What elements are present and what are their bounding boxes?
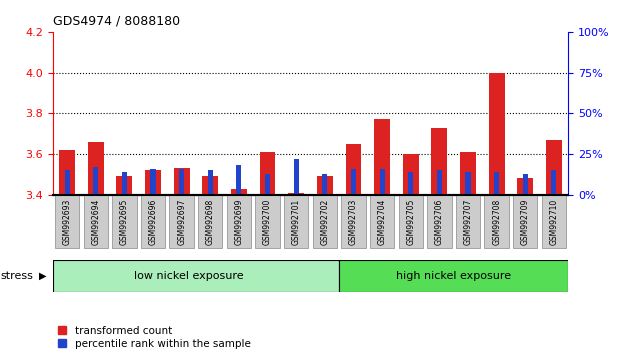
Bar [255, 195, 279, 248]
Text: stress: stress [1, 271, 34, 281]
Bar [345, 144, 361, 195]
Text: GSM992694: GSM992694 [91, 199, 100, 245]
Text: GSM992704: GSM992704 [378, 199, 387, 245]
Bar [150, 169, 156, 195]
Bar [523, 173, 528, 195]
Bar [408, 172, 414, 195]
Bar [322, 173, 327, 195]
Bar [55, 195, 79, 248]
Bar [179, 169, 184, 195]
Text: ▶: ▶ [39, 271, 47, 281]
Bar [317, 176, 333, 195]
Bar [93, 167, 98, 195]
Bar [231, 189, 247, 195]
Bar [170, 195, 194, 248]
Bar [265, 173, 270, 195]
Bar [202, 176, 218, 195]
Text: GSM992708: GSM992708 [492, 199, 501, 245]
Bar [59, 150, 75, 195]
Text: GSM992706: GSM992706 [435, 199, 444, 245]
Text: GSM992709: GSM992709 [521, 199, 530, 245]
Bar [379, 169, 384, 195]
Bar [513, 195, 537, 248]
Bar [432, 127, 447, 195]
Bar [437, 170, 442, 195]
Bar [284, 195, 309, 248]
Bar [339, 260, 568, 292]
Bar [65, 170, 70, 195]
Bar [484, 195, 509, 248]
Text: GSM992699: GSM992699 [234, 199, 243, 245]
Bar [288, 193, 304, 195]
Bar [517, 178, 533, 195]
Text: GSM992698: GSM992698 [206, 199, 215, 245]
Bar [117, 176, 132, 195]
Text: GSM992707: GSM992707 [463, 199, 473, 245]
Bar [551, 170, 556, 195]
Text: low nickel exposure: low nickel exposure [134, 271, 243, 281]
Bar [145, 170, 161, 195]
Bar [174, 168, 189, 195]
Bar [427, 195, 451, 248]
Bar [207, 170, 213, 195]
Bar [260, 152, 276, 195]
Text: GSM992693: GSM992693 [63, 199, 71, 245]
Bar [351, 169, 356, 195]
Bar [88, 142, 104, 195]
Bar [198, 195, 222, 248]
Bar [370, 195, 394, 248]
Bar [227, 195, 251, 248]
Text: GSM992701: GSM992701 [292, 199, 301, 245]
Bar [542, 195, 566, 248]
Bar [399, 195, 423, 248]
Text: GSM992696: GSM992696 [148, 199, 158, 245]
Bar [546, 140, 562, 195]
Bar [84, 195, 108, 248]
Text: GSM992695: GSM992695 [120, 199, 129, 245]
Text: GSM992702: GSM992702 [320, 199, 329, 245]
Text: GSM992697: GSM992697 [177, 199, 186, 245]
Bar [374, 119, 390, 195]
Bar [342, 195, 366, 248]
Legend: transformed count, percentile rank within the sample: transformed count, percentile rank withi… [58, 326, 250, 349]
Text: GDS4974 / 8088180: GDS4974 / 8088180 [53, 14, 180, 27]
Bar [494, 172, 499, 195]
Bar [122, 172, 127, 195]
Text: GSM992700: GSM992700 [263, 199, 272, 245]
Text: GSM992703: GSM992703 [349, 199, 358, 245]
Bar [312, 195, 337, 248]
Bar [237, 165, 242, 195]
Bar [460, 152, 476, 195]
Text: GSM992705: GSM992705 [406, 199, 415, 245]
Bar [465, 172, 471, 195]
Bar [53, 260, 339, 292]
Bar [294, 159, 299, 195]
Bar [112, 195, 137, 248]
Bar [403, 154, 419, 195]
Bar [489, 73, 504, 195]
Bar [456, 195, 480, 248]
Bar [141, 195, 165, 248]
Text: high nickel exposure: high nickel exposure [396, 271, 511, 281]
Text: GSM992710: GSM992710 [550, 199, 558, 245]
